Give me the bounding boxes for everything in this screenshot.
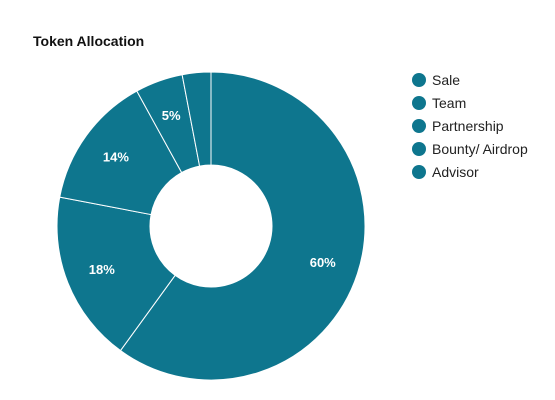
legend-label: Sale [432, 71, 461, 88]
slice-partnership[interactable] [59, 90, 183, 216]
legend-swatch-icon [412, 118, 426, 133]
legend-label: Bounty/ Airdrop [432, 140, 528, 157]
slice-label-partnership: 14% [103, 149, 129, 164]
slice-label-bounty-airdrop: 5% [162, 108, 181, 123]
slice-label-team: 18% [89, 262, 115, 277]
slice-sale[interactable] [119, 71, 366, 381]
legend-swatch-icon [412, 164, 426, 179]
legend-item-bounty-airdrop[interactable]: Bounty/ Airdrop [412, 137, 528, 160]
legend-swatch-icon [412, 141, 426, 156]
legend-item-team[interactable]: Team [412, 91, 528, 114]
slice-label-sale: 60% [310, 255, 336, 270]
chart-title: Token Allocation [33, 33, 145, 49]
legend-item-sale[interactable]: Sale [412, 68, 528, 91]
slice-advisor[interactable] [181, 71, 212, 167]
legend-item-advisor[interactable]: Advisor [412, 160, 528, 183]
chart-legend: Sale Team Partnership Bounty/ Airdrop Adviso… [412, 68, 528, 183]
legend-swatch-icon [412, 72, 426, 87]
legend-label: Team [432, 94, 467, 111]
legend-label: Partnership [432, 117, 504, 134]
legend-item-partnership[interactable]: Partnership [412, 114, 528, 137]
slice-team[interactable] [56, 196, 176, 352]
legend-swatch-icon [412, 95, 426, 110]
legend-label: Advisor [432, 163, 479, 180]
